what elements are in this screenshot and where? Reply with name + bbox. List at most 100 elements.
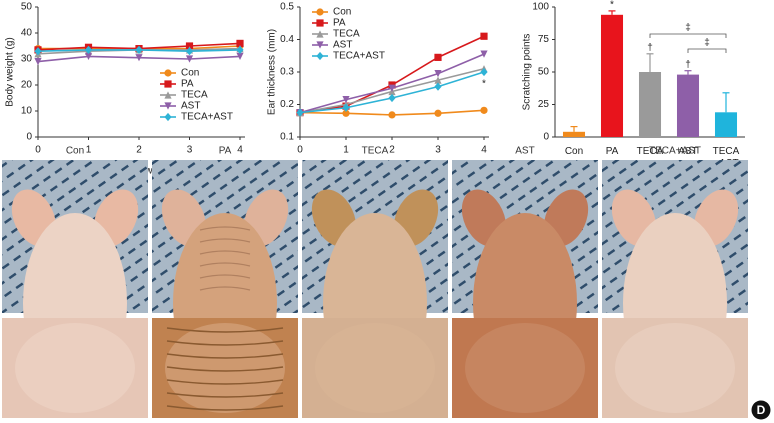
legend-label: Con: [333, 7, 351, 18]
x-tick-label: 4: [237, 145, 243, 156]
marker: [236, 39, 244, 47]
bar: [562, 131, 586, 137]
lesion: [166, 327, 284, 333]
y-tick-label: 25: [538, 99, 550, 110]
lesion: [199, 274, 251, 279]
marker: [185, 47, 194, 56]
legend-label: TECA: [333, 29, 360, 40]
marker: [185, 42, 194, 50]
x-tick-label: Con: [565, 146, 583, 157]
marker: [84, 45, 93, 54]
marker: [434, 109, 442, 117]
marker: [480, 67, 488, 77]
marker: [164, 112, 172, 122]
marker: [236, 45, 244, 54]
y-tick-label: 0.5: [280, 2, 294, 13]
legend-label: PA: [333, 18, 346, 29]
significance-mark: †: [685, 59, 691, 70]
y-tick-label: 50: [538, 67, 550, 78]
marker: [316, 41, 324, 49]
marker: [135, 45, 143, 54]
y-tick-label: 75: [538, 34, 550, 45]
photo-label: TECA+AST: [649, 146, 701, 157]
lesion: [199, 250, 251, 255]
y-tick-label: 0: [26, 132, 32, 143]
x-tick-label: 2: [389, 145, 395, 156]
photo-label: Con: [66, 146, 84, 157]
bracket-label: ‡: [704, 38, 710, 49]
skin-shade: [615, 323, 735, 413]
y-tick-label: 0.1: [280, 132, 294, 143]
marker: [342, 109, 350, 117]
significance-mark: *: [610, 0, 614, 11]
marker: [316, 8, 324, 16]
x-tick-label: 3: [187, 145, 193, 156]
photo-label: AST: [515, 146, 534, 157]
panel-letter: D: [757, 403, 766, 417]
y-tick-label: 10: [21, 106, 33, 117]
legend-label: AST: [181, 101, 200, 112]
skin-shade: [315, 323, 435, 413]
marker: [296, 108, 304, 117]
marker: [34, 47, 42, 56]
skin-shade: [465, 323, 585, 413]
x-tick-label: AST: [678, 146, 697, 157]
lesion: [199, 286, 251, 291]
skin-shade: [165, 323, 285, 413]
bar: [600, 14, 624, 137]
bracket-label: ‡: [685, 23, 691, 34]
legend-label: TECA+AST: [333, 51, 385, 62]
x-tick-label: 1: [343, 145, 349, 156]
photo-label: PA: [219, 146, 232, 157]
marker: [434, 53, 442, 61]
marker: [316, 19, 324, 27]
marker: [164, 69, 172, 77]
legend-label: TECA: [181, 90, 208, 101]
panel-badge: [751, 400, 771, 420]
marker: [480, 106, 488, 114]
x-tick-label: 1: [86, 145, 92, 156]
y-tick-label: 0: [543, 132, 549, 143]
y-axis-label: Ear thickness (mm): [267, 29, 278, 115]
lesion: [199, 238, 251, 243]
bar: [676, 74, 700, 137]
lesion: [166, 353, 284, 359]
y-tick-label: 0.4: [280, 34, 294, 45]
y-tick-label: 0.2: [280, 99, 294, 110]
x-tick-label: 3: [435, 145, 441, 156]
legend-label: PA: [181, 79, 194, 90]
x-tick-label: 0: [297, 145, 303, 156]
marker: [388, 111, 396, 119]
skin-shade: [15, 323, 135, 413]
marker: [185, 55, 194, 63]
y-tick-label: 40: [21, 28, 33, 39]
marker: [434, 70, 442, 78]
x-tick-label: TECA: [637, 146, 664, 157]
marker: [236, 52, 244, 60]
bracket: [649, 33, 727, 38]
lesion: [199, 226, 251, 231]
marker: [164, 80, 172, 88]
x-tick-label: PA: [606, 146, 619, 157]
marker: [135, 54, 143, 62]
marker: [84, 52, 93, 60]
significance-mark: †: [647, 42, 653, 53]
x-tick-label: 4: [481, 145, 487, 156]
bar: [638, 72, 662, 137]
bar: [714, 112, 738, 137]
annotation: *: [482, 79, 486, 90]
y-axis-label: Scratching points: [522, 34, 533, 111]
y-tick-label: 20: [21, 80, 33, 91]
marker: [316, 30, 324, 38]
marker: [342, 103, 350, 112]
lesion: [166, 392, 284, 398]
x-tick-label: 2: [136, 145, 142, 156]
marker: [316, 51, 324, 61]
lesion: [166, 405, 284, 411]
lesion: [199, 262, 251, 267]
bracket: [687, 48, 727, 53]
y-tick-label: 30: [21, 54, 33, 65]
